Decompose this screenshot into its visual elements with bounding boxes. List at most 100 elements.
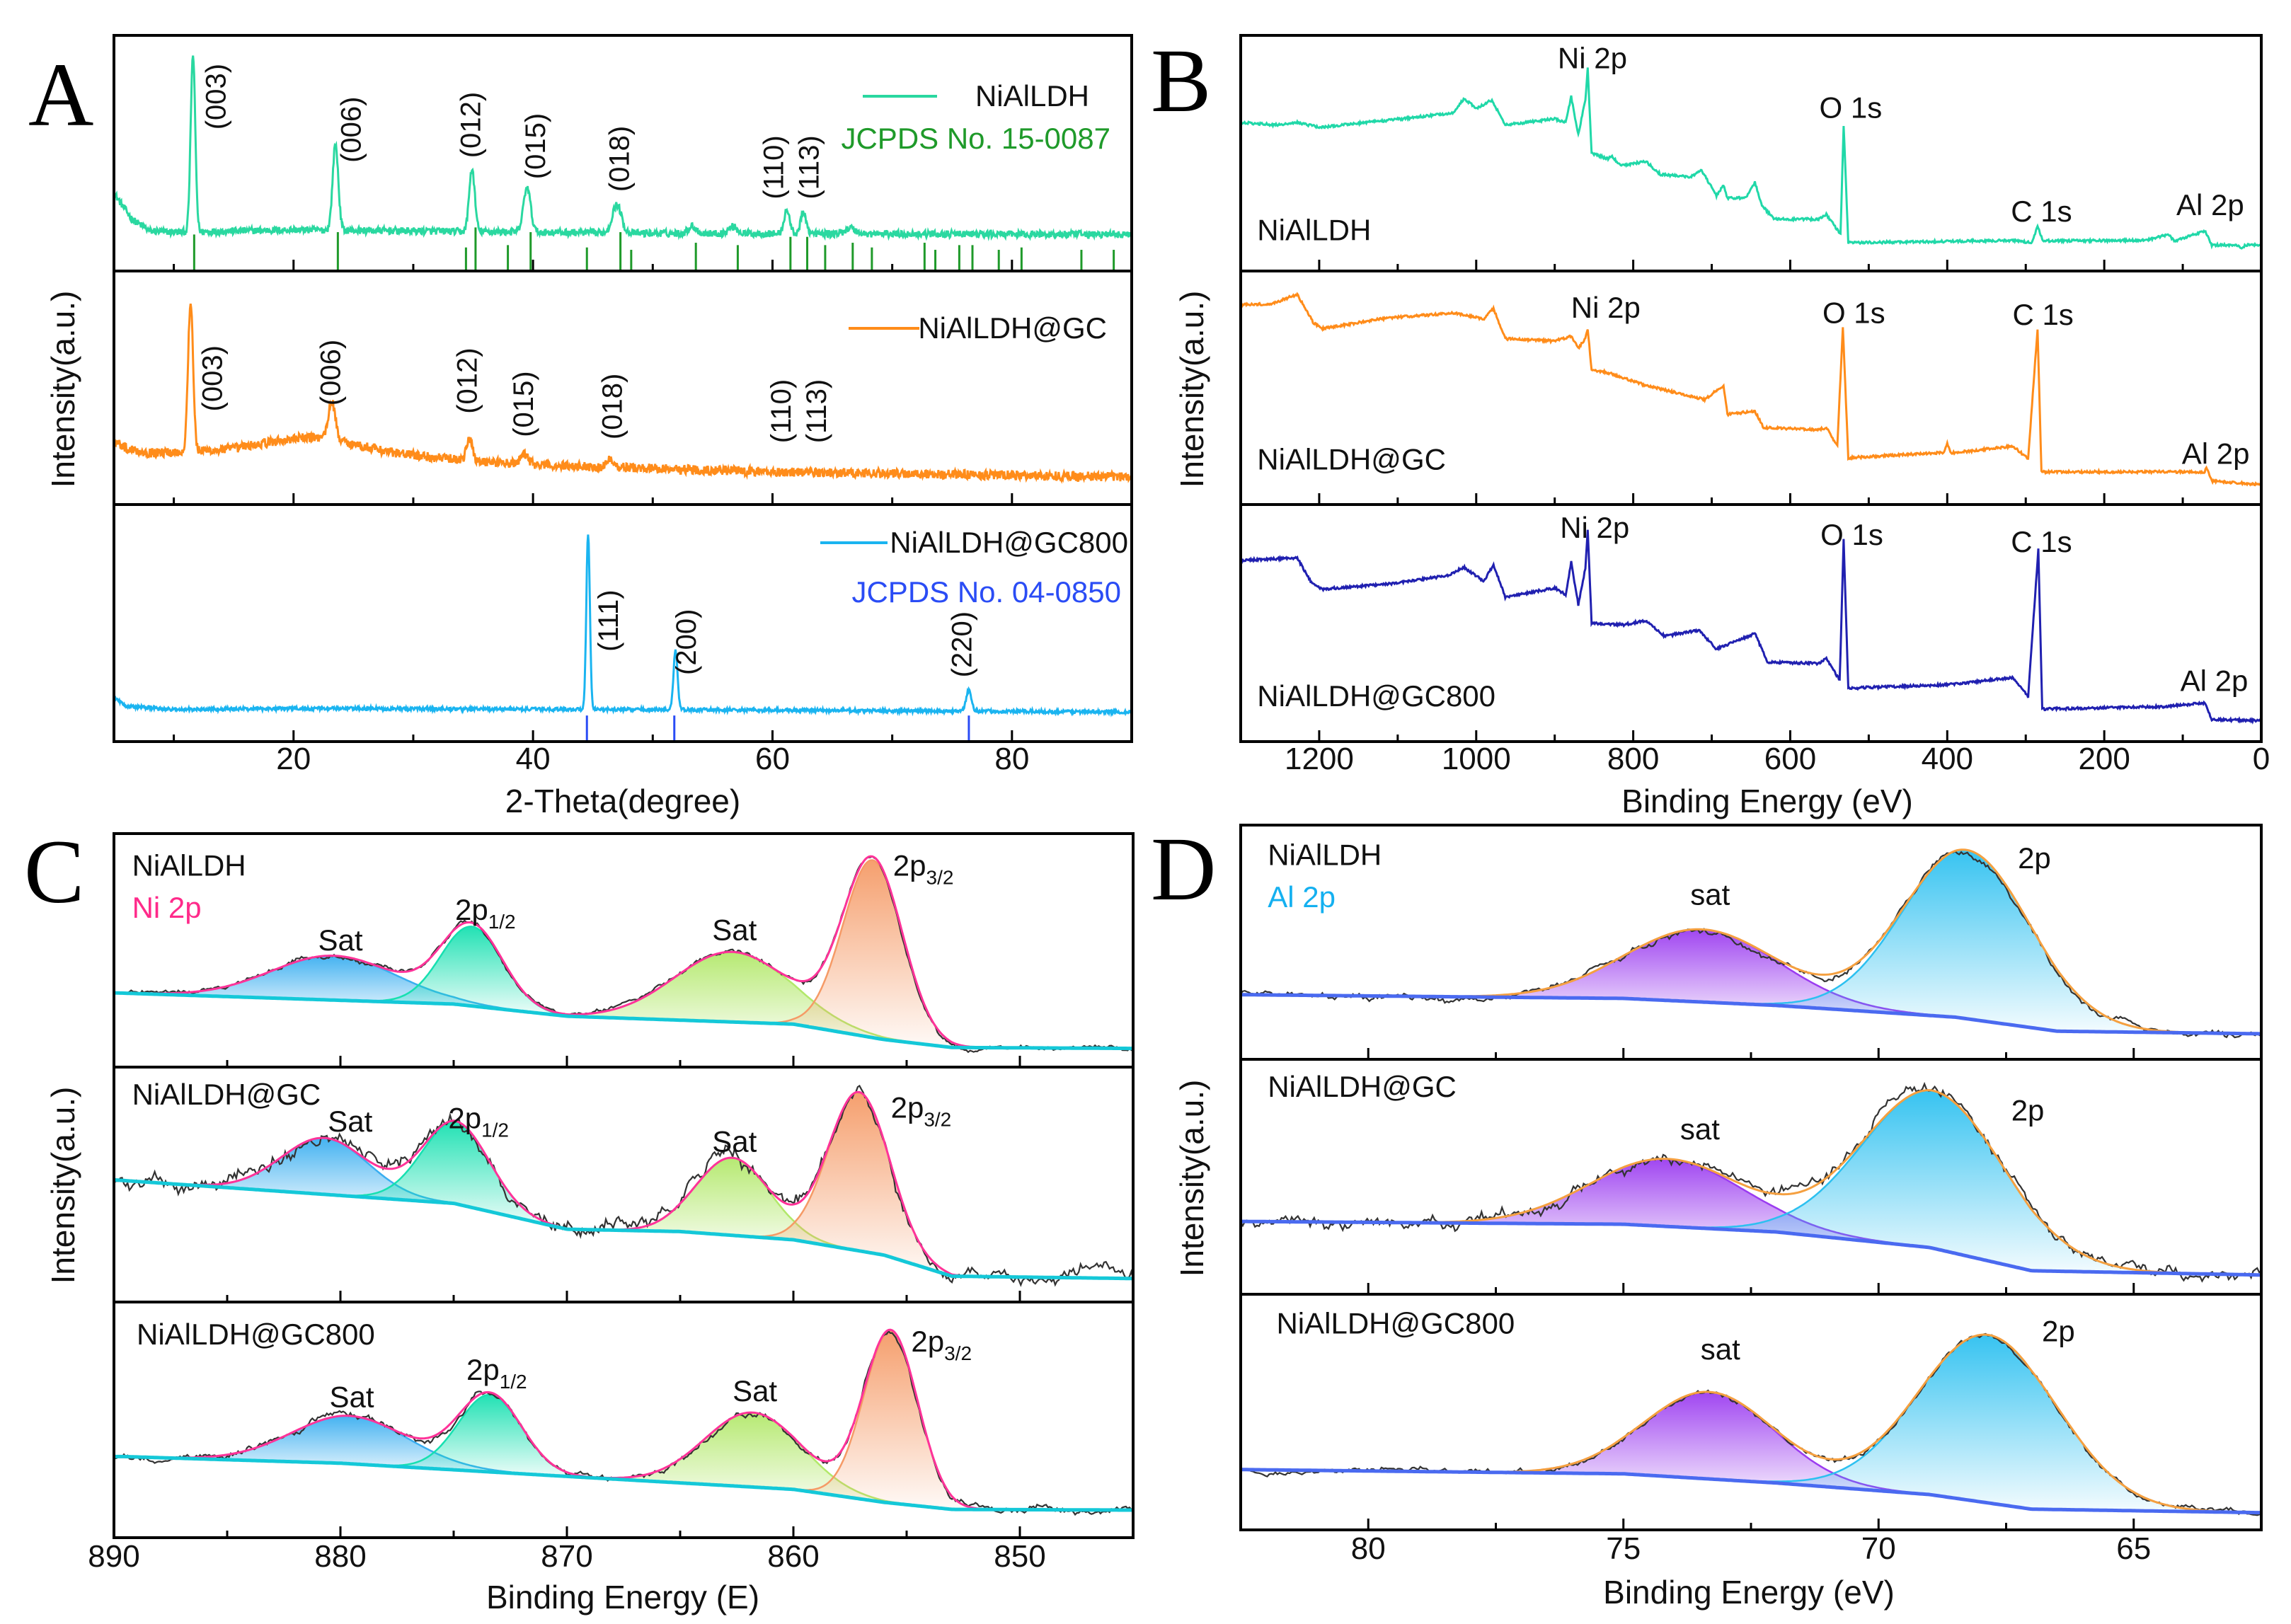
plot-frame (113, 1301, 1135, 1539)
background-line (1241, 1219, 2261, 1277)
raw-spectrum-line (1241, 850, 2261, 1039)
peak-label: Sat (712, 1125, 757, 1158)
sample-label: NiAlLDH@GC800 (137, 1318, 375, 1351)
plot-area (1241, 529, 2261, 725)
peak-label: 2p1/2 (455, 893, 516, 933)
y-axis-title: Intensity(a.u.) (45, 291, 81, 488)
hkl-label: (003) (200, 64, 231, 129)
survey-spectrum-line (1241, 292, 2261, 487)
survey-spectrum-line (1241, 67, 2261, 250)
sample-label: NiAlLDH@GC800 (1276, 1306, 1515, 1340)
hkl-label: (006) (316, 340, 347, 405)
fit-component-area (1435, 1392, 1984, 1502)
peak-label: sat (1680, 1112, 1720, 1146)
background-line (1241, 1468, 2261, 1515)
sample-label: NiAlLDH@GC (1268, 1070, 1457, 1103)
subplot-nialldh-gc: sat 2p NiAlLDH@GC (1239, 1058, 2263, 1296)
peak-label: 2p1/2 (466, 1353, 527, 1393)
reference-card-label: JCPDS No. 04-0850 (851, 575, 1121, 609)
panel-letter-b: B (1151, 30, 1211, 131)
peak-label-subscript: 3/2 (944, 1342, 972, 1364)
sample-label: NiAlLDH (1257, 214, 1371, 247)
peak-label-main: 2p (893, 848, 926, 882)
peak-label: C 1s (2012, 298, 2073, 331)
element-label: Ni 2p (132, 891, 202, 924)
fit-envelope-line (1241, 848, 2261, 1035)
peak-label-main: 2p (455, 893, 488, 926)
peak-label-subscript: 1/2 (481, 1119, 509, 1141)
x-tick-label: 860 (767, 1539, 819, 1574)
fit-component-area (314, 1121, 599, 1230)
peak-label-main: 2p (891, 1090, 924, 1124)
peak-label: sat (1690, 878, 1730, 911)
hkl-label: (012) (456, 92, 487, 158)
peak-label: 2p3/2 (911, 1325, 972, 1364)
background-line (115, 1177, 1133, 1281)
sample-label: NiAlLDH@GC (1257, 443, 1446, 476)
plot-area (1241, 67, 2261, 250)
x-tick-label: 40 (516, 742, 551, 776)
peak-label-main: 2p (466, 1353, 500, 1386)
background-line (115, 991, 1133, 1051)
peak-label: Ni 2p (1558, 42, 1627, 75)
subplot-nialldh-gc800: sat 2p NiAlLDH@GC800 (1239, 1293, 2263, 1531)
raw-spectrum-line (114, 856, 1133, 1054)
x-tick-label: 60 (755, 742, 790, 776)
x-tick-label: 200 (2078, 742, 2130, 776)
peak-label: Al 2p (2176, 188, 2244, 221)
plot-frame (1239, 34, 2263, 272)
hkl-label: (113) (794, 135, 825, 199)
plot-area (114, 534, 1132, 742)
legend-label: NiAlLDH@GC (918, 311, 1107, 345)
hkl-label: (110) (759, 135, 790, 199)
peak-label: Ni 2p (1571, 291, 1641, 324)
hkl-label: (015) (520, 113, 551, 179)
subplot-nialldh: (003) (006) (012) (015) (018) (110) (113) NiAlL… (113, 34, 1133, 272)
legend-label: NiAlLDH (975, 79, 1089, 113)
peak-label: Al 2p (2181, 664, 2249, 697)
fit-component-area (115, 955, 599, 1018)
reference-card-label: JCPDS No. 15-0087 (841, 122, 1110, 155)
panel-b: Ni 2p O 1s C 1s Al 2p NiAlLDH Ni 2p O 1s C 1s Al… (1173, 34, 2270, 819)
sample-label: NiAlLDH (1268, 838, 1382, 871)
background-line (115, 1454, 1133, 1512)
peak-label-main: Sat (733, 1374, 777, 1407)
plot-area (114, 55, 1132, 271)
peak-label-main: 2p (2018, 841, 2051, 875)
peak-label-main: Sat (712, 913, 757, 946)
survey-spectrum-line (1241, 529, 2261, 725)
panel-letter-d: D (1151, 819, 1216, 919)
hkl-label: (018) (597, 374, 628, 439)
plot-area (1241, 848, 2261, 1039)
x-tick-label: 400 (1922, 742, 1973, 776)
panel-letter-c: C (24, 822, 84, 922)
peak-label-main: Sat (329, 1381, 374, 1414)
peak-label: C 1s (2011, 525, 2072, 558)
plot-area (1241, 1332, 2261, 1516)
element-label: Al 2p (1268, 880, 1336, 914)
panel-letter-a: A (28, 45, 93, 145)
subplot-nialldh-gc800: Ni 2p O 1s C 1s Al 2p NiAlLDH@GC800 (1239, 503, 2263, 743)
panel-a: (003) (006) (012) (015) (018) (110) (113) NiAlL… (45, 34, 1133, 819)
background-line (1241, 993, 2261, 1036)
fit-component-area (1696, 1335, 2261, 1513)
peak-label: 2p (2011, 1093, 2045, 1127)
peak-label: Sat (712, 913, 757, 946)
x-tick-label: 890 (88, 1539, 139, 1574)
fit-component-area (747, 860, 999, 1048)
peak-label: 2p (2018, 841, 2051, 875)
x-tick-label: 880 (314, 1539, 366, 1574)
x-tick-label: 600 (1764, 742, 1816, 776)
subplot-nialldh-gc: (003) (006) (012) (015) (018) (110) (113) NiAlL… (113, 270, 1133, 506)
hkl-label: (111) (593, 589, 624, 651)
fit-component-area (549, 1412, 956, 1510)
plot-area (114, 1084, 1133, 1287)
fit-component-area (578, 1158, 887, 1256)
hkl-label: (015) (508, 371, 539, 437)
peak-label-main: sat (1701, 1332, 1740, 1366)
plot-area (114, 304, 1132, 484)
peak-label: 2p3/2 (891, 1090, 952, 1130)
fit-component-area (1630, 1090, 2235, 1275)
x-tick-label: 850 (994, 1539, 1045, 1574)
